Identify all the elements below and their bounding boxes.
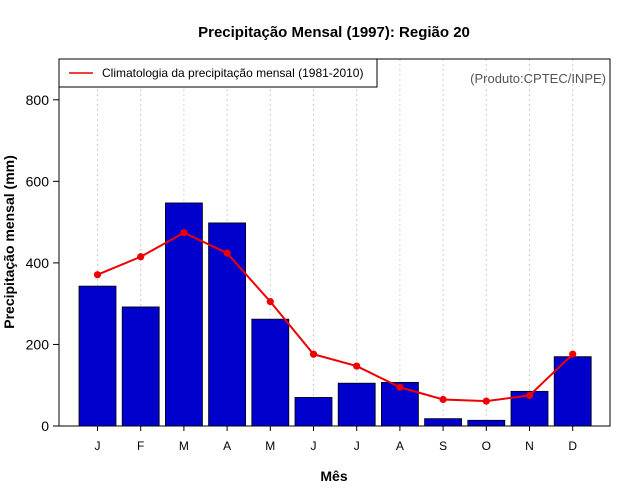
legend-label: Climatologia da precipitação mensal (198…	[102, 66, 363, 80]
y-axis-title: Precipitação mensal (mm)	[1, 155, 17, 329]
x-tick-label-6: J	[354, 439, 360, 453]
legend-box	[58, 58, 378, 88]
x-tick-label-4: M	[265, 439, 275, 453]
climatology-points	[93, 229, 577, 405]
x-tick-label-2: M	[179, 439, 189, 453]
climatology-point-5	[309, 350, 318, 358]
climatology-point-9	[482, 397, 490, 405]
climatology-point-8	[439, 395, 447, 404]
x-axis-title: Mês	[320, 468, 347, 484]
climatology-point-7	[396, 383, 404, 391]
bar-3	[208, 222, 247, 427]
x-tick-label-8: S	[439, 439, 447, 453]
x-tick-label-11: D	[568, 439, 577, 453]
x-tick-label-1: F	[137, 439, 144, 453]
climatology-point-10	[525, 391, 534, 400]
climatology-line	[97, 231, 574, 403]
product-credit: (Produto:CPTEC/INPE)	[470, 71, 606, 86]
bar-4	[251, 318, 290, 427]
climatology-point-4	[266, 298, 274, 306]
bar-9	[467, 419, 506, 427]
y-tick-label-3: 600	[26, 173, 50, 189]
climatology-polyline	[97, 231, 574, 403]
x-tick-label-0: J	[95, 439, 101, 453]
bars	[78, 202, 592, 427]
climatology-point-2	[180, 229, 188, 237]
y-tick-label-2: 400	[26, 255, 50, 271]
bar-0	[78, 285, 117, 427]
climatology-point-0	[93, 271, 102, 279]
y-tick-label-0: 0	[41, 418, 49, 434]
climatology-point-3	[223, 249, 231, 257]
x-tick-label-7: A	[396, 439, 404, 453]
bar-11	[553, 356, 592, 427]
bar-6	[337, 382, 376, 427]
y-tick-label-1: 200	[26, 336, 50, 352]
y-tick-label-4: 800	[26, 92, 50, 108]
legend: Climatologia da precipitação mensal (198…	[58, 58, 378, 88]
x-tick-label-9: O	[482, 439, 491, 453]
bar-2	[164, 202, 203, 427]
x-tick-label-3: A	[223, 439, 231, 453]
climatology-point-1	[137, 253, 145, 261]
bar-1	[121, 306, 160, 427]
climatology-point-6	[353, 362, 361, 370]
bar-8	[424, 418, 463, 427]
x-tick-label-5: J	[311, 439, 317, 453]
climatology-point-11	[569, 350, 577, 358]
y-axis: 0 200 400 600 800	[26, 92, 59, 434]
x-tick-label-10: N	[525, 439, 534, 453]
bar-5	[294, 397, 333, 427]
chart-title: Precipitação Mensal (1997): Região 20	[198, 24, 470, 41]
